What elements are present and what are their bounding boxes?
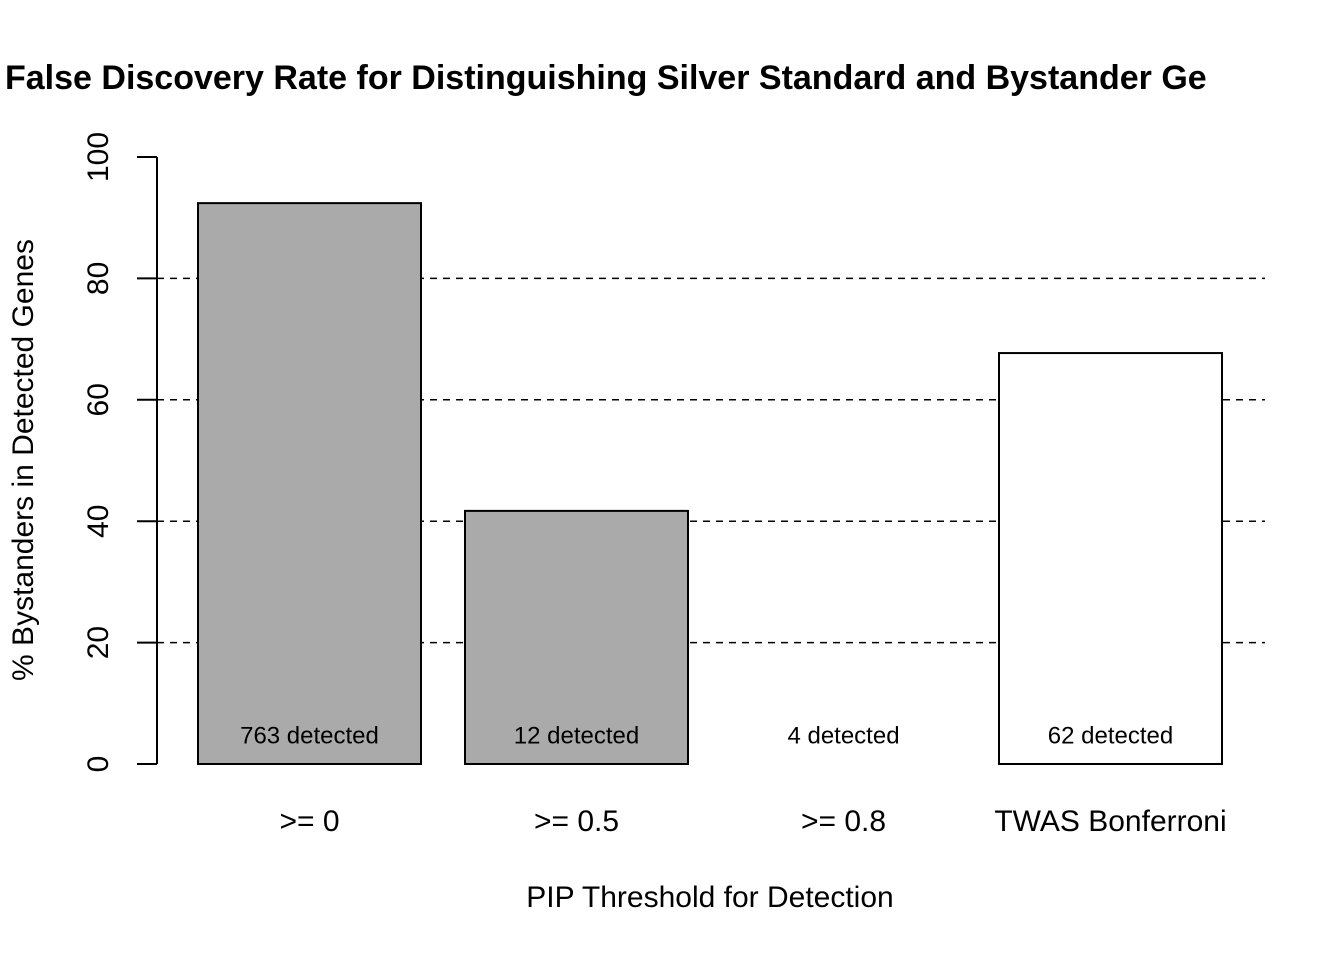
x-tick-label: TWAS Bonferroni [994, 805, 1226, 838]
bar-label: 12 detected [514, 722, 639, 749]
x-tick-label: >= 0.8 [801, 805, 886, 838]
bar-label: 62 detected [1048, 722, 1173, 749]
y-tick-label: 80 [82, 262, 115, 295]
bar [998, 352, 1223, 765]
y-tick-label: 20 [82, 626, 115, 659]
y-tick-label: 0 [82, 756, 115, 773]
x-tick-label: >= 0.5 [534, 805, 619, 838]
bar-label: 763 detected [240, 722, 379, 749]
y-axis-label: % Bystanders in Detected Genes [7, 239, 40, 681]
x-tick-label: >= 0 [279, 805, 339, 838]
chart-title: False Discovery Rate for Distinguishing … [5, 59, 1207, 97]
bar [197, 202, 422, 765]
x-axis-label: PIP Threshold for Detection [526, 881, 893, 914]
bar [464, 509, 689, 766]
bar-label: 4 detected [787, 722, 899, 749]
y-tick-label: 100 [82, 132, 115, 182]
y-tick-label: 40 [82, 505, 115, 538]
y-tick-label: 60 [82, 383, 115, 416]
